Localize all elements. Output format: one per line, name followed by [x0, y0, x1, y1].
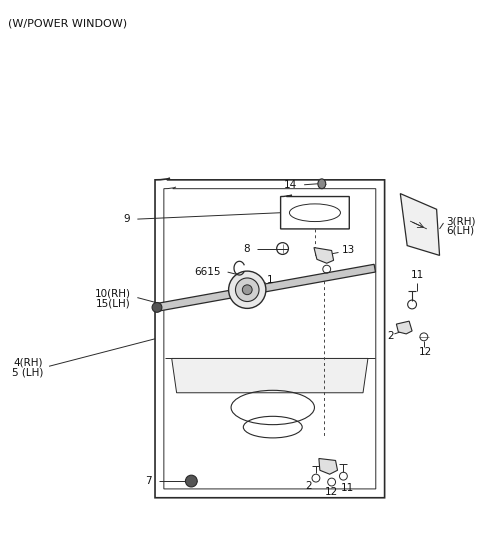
Text: 11: 11 — [410, 270, 424, 280]
Text: 14: 14 — [284, 180, 297, 190]
Text: 6(LH): 6(LH) — [446, 226, 475, 236]
Text: 12: 12 — [419, 347, 432, 357]
Text: 2: 2 — [387, 331, 394, 341]
Polygon shape — [172, 358, 368, 393]
Polygon shape — [156, 264, 375, 311]
Text: 10(RH): 10(RH) — [95, 289, 131, 299]
Text: 12: 12 — [325, 487, 338, 497]
Text: 2: 2 — [305, 481, 312, 491]
Text: 13: 13 — [341, 246, 355, 255]
Ellipse shape — [185, 475, 197, 487]
Ellipse shape — [242, 285, 252, 295]
Text: (W/POWER WINDOW): (W/POWER WINDOW) — [8, 19, 127, 29]
Text: 7: 7 — [145, 476, 152, 486]
Ellipse shape — [152, 302, 162, 312]
Ellipse shape — [236, 278, 259, 301]
Text: 4(RH): 4(RH) — [13, 357, 43, 367]
Text: 8: 8 — [243, 243, 250, 253]
Ellipse shape — [318, 179, 326, 189]
Text: 11: 11 — [341, 483, 354, 493]
Polygon shape — [314, 248, 334, 263]
Text: 6615: 6615 — [194, 267, 221, 277]
Text: 1: 1 — [267, 275, 274, 285]
Text: 5 (LH): 5 (LH) — [12, 367, 43, 377]
Polygon shape — [319, 458, 337, 474]
Text: 9: 9 — [124, 214, 131, 224]
Polygon shape — [396, 321, 412, 334]
Ellipse shape — [228, 271, 266, 309]
Polygon shape — [400, 194, 440, 255]
Text: 15(LH): 15(LH) — [96, 299, 131, 309]
Text: 3(RH): 3(RH) — [446, 216, 476, 226]
